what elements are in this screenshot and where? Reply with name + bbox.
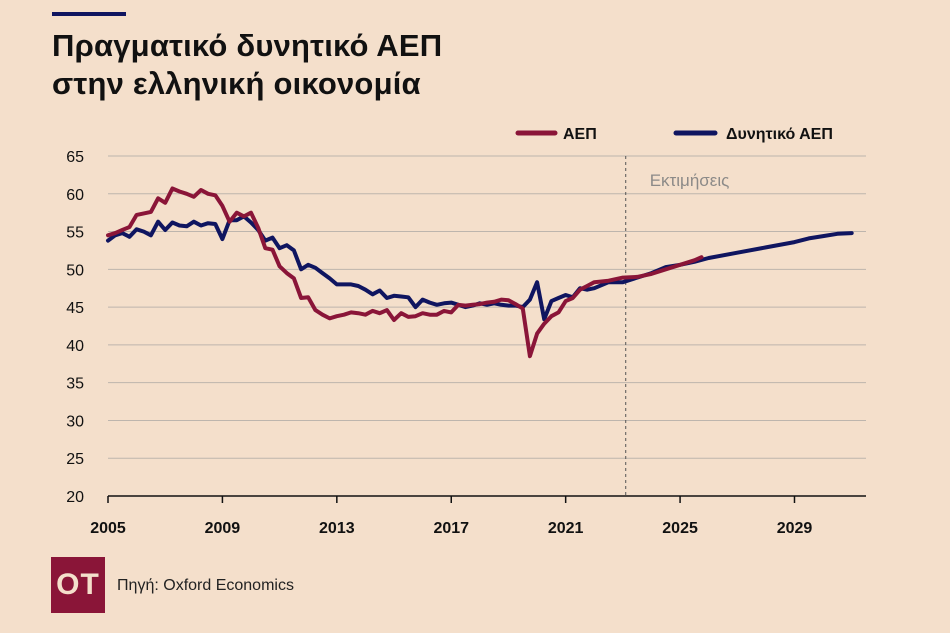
- series-line-gdp: [106, 186, 704, 359]
- chart-title-line-1: Πραγματικό δυνητικό ΑΕΠ: [52, 28, 443, 63]
- y-tick-label: 40: [66, 338, 84, 355]
- y-tick-label: 20: [66, 489, 84, 506]
- x-tick-label: 2021: [548, 520, 584, 537]
- legend-label-gdp: ΑΕΠ: [563, 126, 597, 143]
- y-tick-label: 25: [66, 451, 84, 468]
- x-tick-label: 2029: [777, 520, 813, 537]
- y-tick-label: 50: [66, 262, 84, 279]
- x-tick-label: 2013: [319, 520, 355, 537]
- x-tick-label: 2017: [433, 520, 469, 537]
- x-tick-label: 2009: [205, 520, 241, 537]
- x-tick-label: 2005: [90, 520, 126, 537]
- y-tick-labels: 20 25 30 35 40 45 50 55 60 65: [66, 149, 84, 506]
- y-tick-label: 45: [66, 300, 84, 317]
- top-accent-rule: [52, 12, 126, 16]
- y-tick-label: 55: [66, 225, 84, 242]
- legend: ΑΕΠ Δυνητικό ΑΕΠ: [515, 126, 833, 143]
- estimates-annotation: Εκτιμήσεις: [625, 156, 730, 496]
- y-tick-label: 35: [66, 376, 84, 393]
- y-tick-label: 65: [66, 149, 84, 166]
- y-tick-label: 30: [66, 413, 84, 430]
- x-axis: [107, 495, 866, 503]
- source-note: Πηγή: Oxford Economics: [117, 577, 294, 594]
- x-tick-labels: 2005 2009 2013 2017 2021 2025 2029: [90, 520, 812, 537]
- legend-label-potential-gdp: Δυνητικό ΑΕΠ: [726, 126, 833, 143]
- series-lines: [106, 186, 854, 359]
- y-gridlines: [108, 155, 866, 459]
- estimates-label: Εκτιμήσεις: [650, 171, 730, 190]
- logo-text: ΟΤ: [56, 568, 100, 601]
- chart-title-line-2: στην ελληνική οικονομία: [52, 66, 421, 101]
- chart-title: Πραγματικό δυνητικό ΑΕΠ στην ελληνική οι…: [52, 27, 442, 103]
- y-tick-label: 60: [66, 187, 84, 204]
- ot-logo: ΟΤ: [51, 557, 105, 613]
- x-tick-label: 2025: [662, 520, 698, 537]
